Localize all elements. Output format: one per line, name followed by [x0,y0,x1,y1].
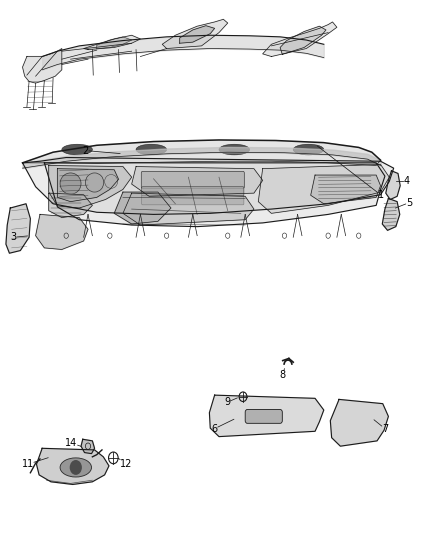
Text: 12: 12 [119,458,133,469]
Polygon shape [35,214,88,249]
Text: 3: 3 [11,232,28,243]
Polygon shape [209,395,324,437]
Polygon shape [49,165,132,208]
Text: 11: 11 [21,458,48,469]
Text: 8: 8 [279,368,286,381]
Text: 6: 6 [212,419,234,434]
Ellipse shape [85,173,104,192]
Text: 2: 2 [83,146,120,156]
Polygon shape [22,49,62,83]
Polygon shape [280,26,326,54]
Polygon shape [49,193,92,217]
Polygon shape [44,163,385,227]
Polygon shape [382,198,400,230]
Ellipse shape [60,173,81,194]
Polygon shape [97,37,132,49]
FancyBboxPatch shape [142,187,244,196]
Polygon shape [6,204,30,253]
Text: 4: 4 [396,176,410,187]
Polygon shape [132,166,263,196]
Polygon shape [22,158,394,214]
Polygon shape [263,22,337,56]
Text: 9: 9 [225,397,237,407]
Ellipse shape [293,144,324,155]
Polygon shape [57,168,119,201]
Polygon shape [330,399,389,446]
FancyBboxPatch shape [245,409,283,423]
Ellipse shape [219,144,250,155]
Ellipse shape [136,144,166,155]
FancyBboxPatch shape [142,195,244,205]
Polygon shape [81,439,95,454]
Ellipse shape [62,144,92,155]
Ellipse shape [105,174,118,188]
Text: 14: 14 [65,438,81,448]
Text: 7: 7 [374,420,388,434]
Polygon shape [114,192,171,224]
Polygon shape [258,165,389,213]
Polygon shape [22,140,381,165]
Ellipse shape [60,458,92,477]
Polygon shape [386,171,400,199]
FancyBboxPatch shape [141,171,244,188]
Ellipse shape [70,460,82,475]
Polygon shape [311,175,381,204]
Polygon shape [84,35,141,50]
Polygon shape [162,19,228,49]
Polygon shape [123,193,254,225]
Polygon shape [180,26,215,43]
Polygon shape [36,448,109,484]
Text: 5: 5 [396,198,412,208]
Text: 1: 1 [317,146,384,200]
